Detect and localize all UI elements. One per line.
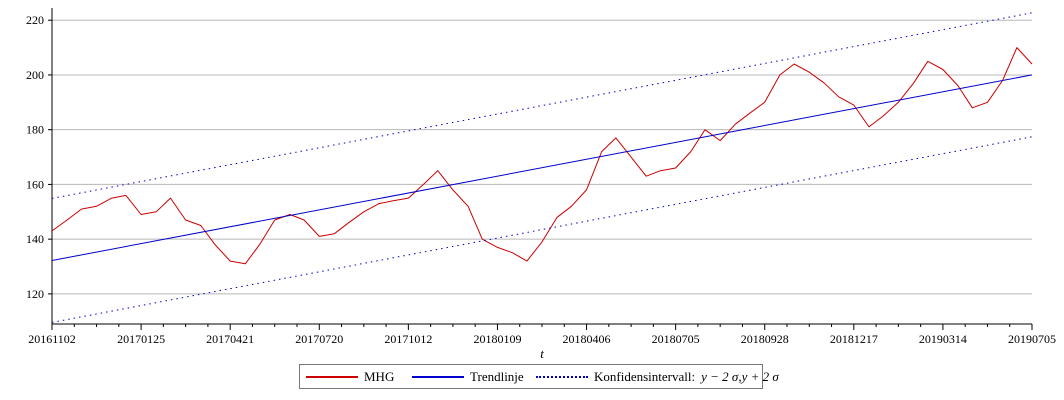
x-tick-label-20180705: 20180705 (652, 332, 700, 346)
legend-swatch-trend (412, 375, 464, 378)
legend-item-trend: Trendlinje (412, 365, 524, 388)
series-layer (51, 12, 1033, 323)
y-tick-label-200: 200 (26, 68, 44, 82)
x-tick-label-20190705: 20190705 (1008, 332, 1056, 346)
legend-label-trend: Trendlinje (470, 368, 524, 384)
series-line-mhg (51, 47, 1033, 265)
x-tick-label-20161102: 20161102 (28, 332, 76, 346)
x-tick-label-20181217: 20181217 (830, 332, 878, 346)
legend-expr-separator: , (738, 368, 742, 384)
legend: MHG Trendlinje Konfidensintervall: y − 2… (299, 364, 779, 389)
series-line-trendlinje (51, 74, 1033, 261)
legend-label-mhg: MHG (364, 368, 395, 384)
legend-swatch-confidence (536, 375, 588, 378)
series-line-konfidensintervall (51, 12, 1033, 199)
legend-expr-lower: y − 2 σ (701, 368, 739, 384)
x-tick-label-20171012: 20171012 (384, 332, 432, 346)
legend-item-confidence: Konfidensintervall: y − 2 σ , y + 2 σ (536, 365, 779, 388)
legend-swatch-mhg (306, 375, 358, 378)
x-tick-label-20190314: 20190314 (919, 332, 967, 346)
y-tick-label-160: 160 (26, 177, 44, 191)
line-chart: 120 140 160 180 200 220 20161102 20170125 201704… (26, 8, 1056, 361)
y-tick-label-220: 220 (26, 13, 44, 27)
x-tick-label-20180406: 20180406 (563, 332, 611, 346)
y-tick-label-180: 180 (26, 123, 44, 137)
legend-expr-upper: y + 2 σ (741, 368, 779, 384)
legend-label-confidence: Konfidensintervall: (594, 368, 696, 384)
gridlines (52, 19, 1032, 295)
tick-labels: 120 140 160 180 200 220 20161102 20170125 201704… (26, 13, 1056, 361)
x-tick-label-20170125: 20170125 (117, 332, 165, 346)
x-tick-label-20180928: 20180928 (741, 332, 789, 346)
x-tick-label-20180109: 20180109 (473, 332, 521, 346)
x-axis-title: t (540, 346, 544, 361)
axes (48, 8, 1033, 330)
x-tick-label-20170720: 20170720 (295, 332, 343, 346)
legend-item-mhg: MHG (306, 365, 394, 388)
series-line-confidence-lower (51, 136, 1033, 323)
y-tick-label-120: 120 (26, 287, 44, 301)
x-tick-label-20170421: 20170421 (206, 332, 254, 346)
y-tick-label-140: 140 (26, 232, 44, 246)
